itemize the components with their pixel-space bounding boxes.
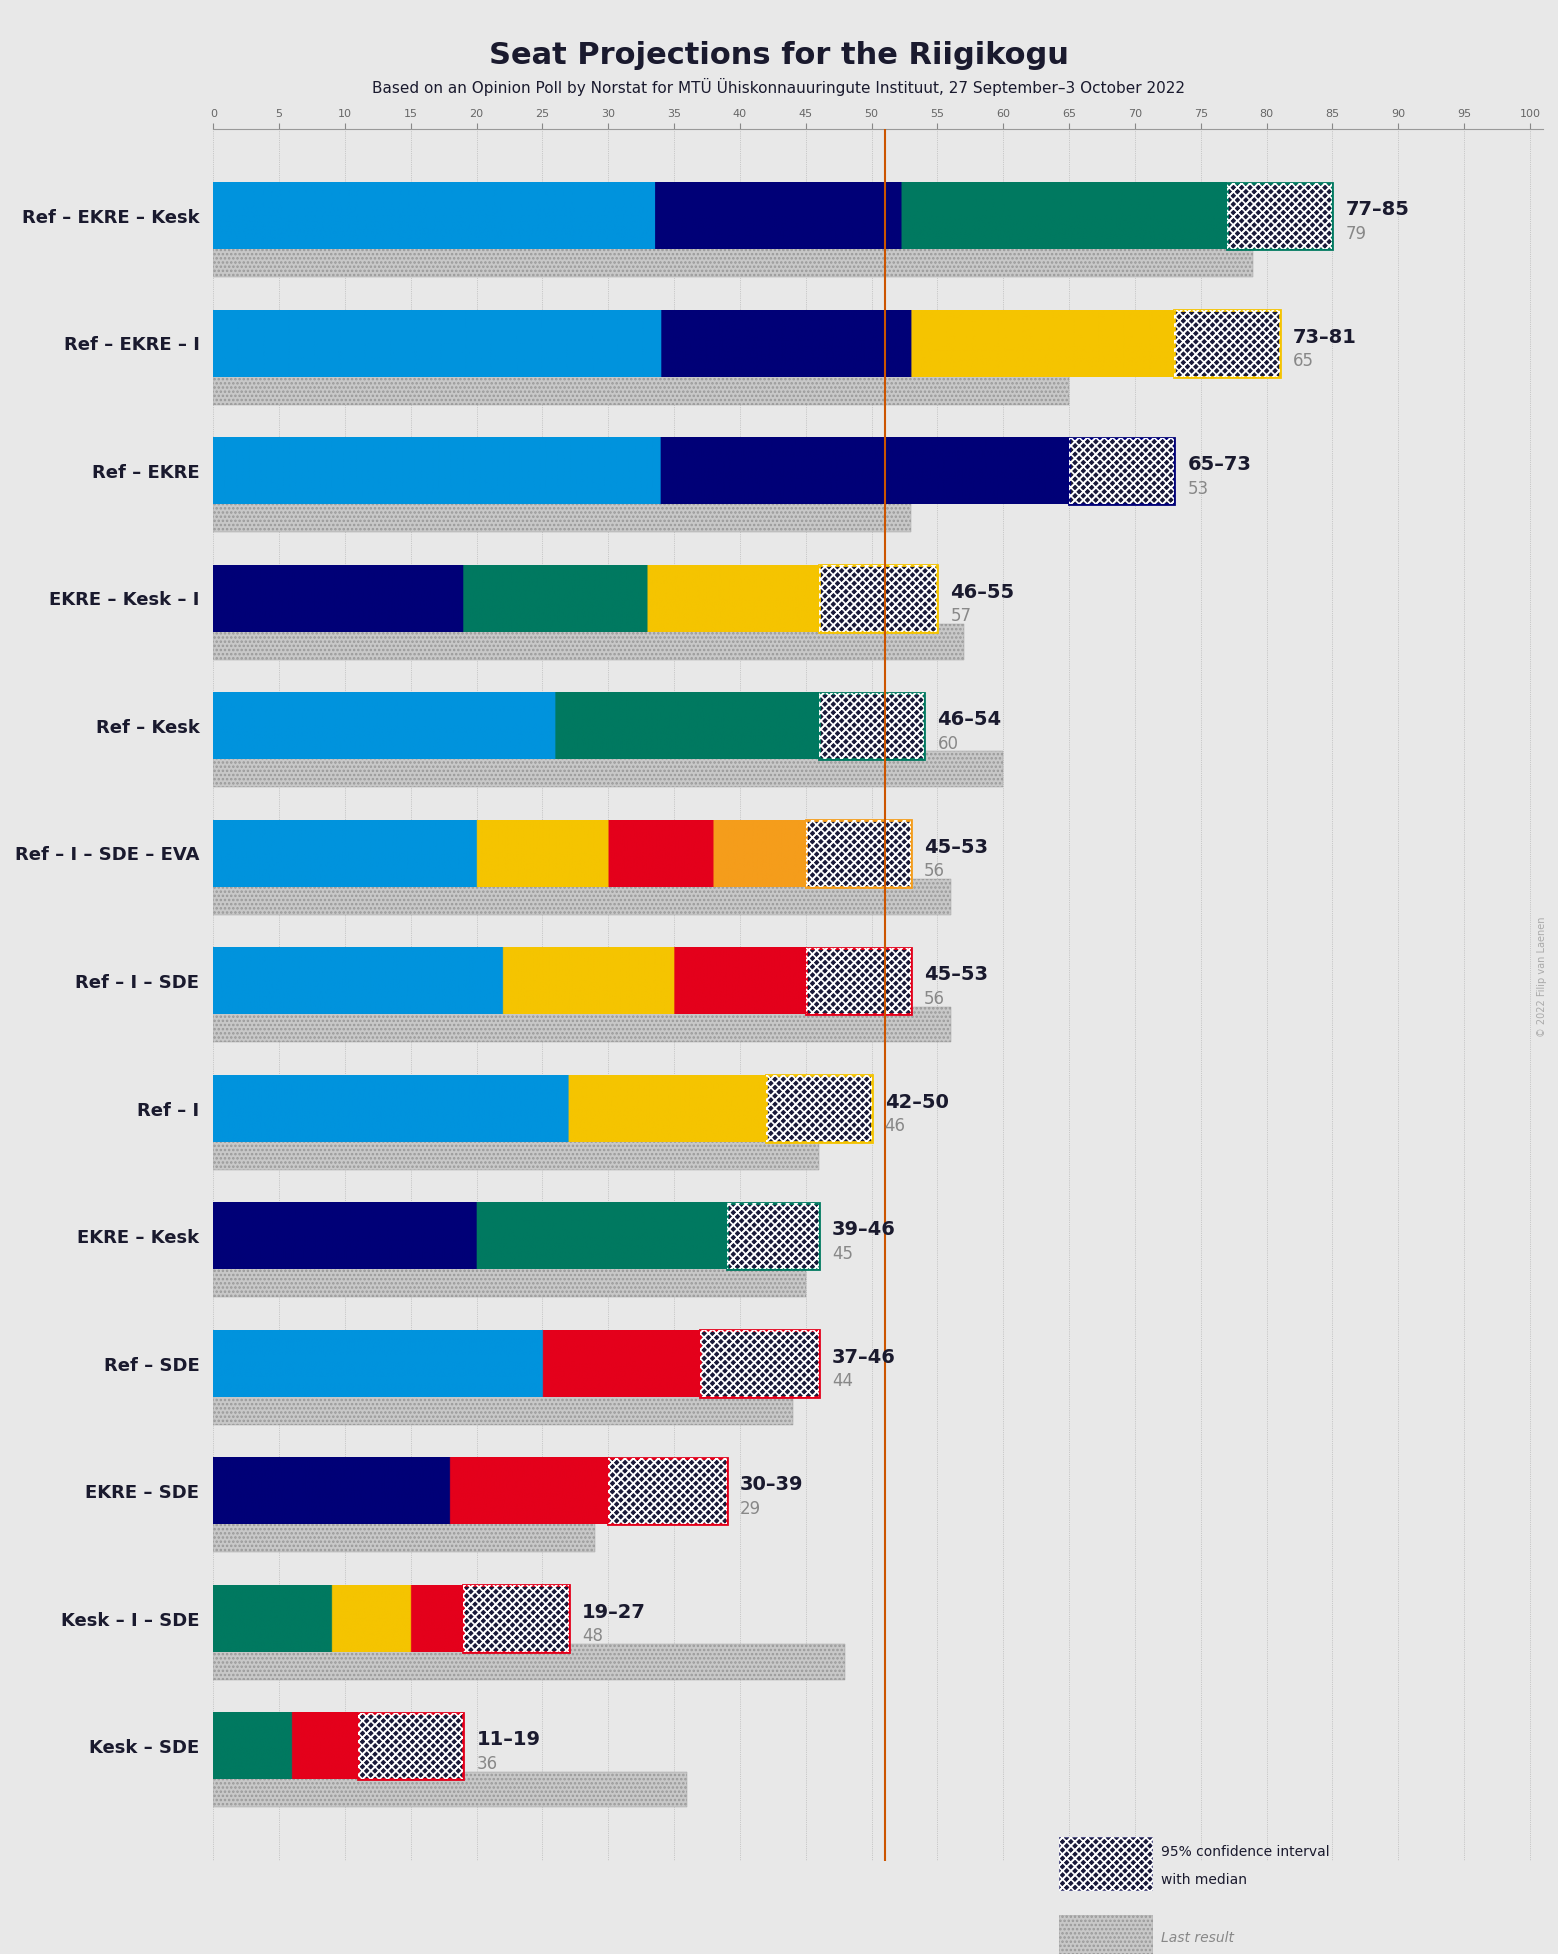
Bar	[1228, 184, 1332, 248]
Bar	[805, 821, 911, 887]
Bar	[213, 1262, 805, 1297]
Bar	[213, 496, 911, 531]
Text: 45–53: 45–53	[924, 838, 988, 856]
Bar	[608, 1458, 726, 1524]
Text: 44: 44	[832, 1372, 854, 1391]
Text: Based on an Opinion Poll by Norstat for MTÜ Ühiskonnauuringute Instituut, 27 Sep: Based on an Opinion Poll by Norstat for …	[372, 78, 1186, 96]
Text: 65–73: 65–73	[1187, 455, 1251, 475]
Bar	[701, 1331, 820, 1397]
Text: with median: with median	[1161, 1872, 1246, 1888]
Bar	[820, 694, 924, 758]
Bar	[1175, 311, 1279, 377]
Bar	[767, 1075, 871, 1141]
Text: Seat Projections for the Riigikogu: Seat Projections for the Riigikogu	[489, 41, 1069, 70]
Text: 46: 46	[885, 1118, 905, 1135]
Bar	[213, 1389, 793, 1424]
Bar	[213, 1133, 820, 1170]
Text: 29: 29	[740, 1501, 760, 1518]
Bar	[701, 1331, 820, 1397]
Bar	[1175, 311, 1279, 377]
Bar	[358, 1714, 463, 1780]
Bar	[213, 1516, 595, 1551]
Text: 60: 60	[938, 735, 958, 752]
Bar	[213, 1643, 846, 1680]
Bar	[213, 752, 1003, 787]
Text: 77–85: 77–85	[1346, 199, 1410, 219]
Bar	[726, 1204, 820, 1270]
Bar	[805, 821, 911, 887]
Bar	[213, 369, 1069, 404]
Text: 30–39: 30–39	[740, 1475, 804, 1495]
Text: 56: 56	[924, 862, 946, 881]
Bar	[213, 1006, 950, 1041]
Bar	[820, 565, 938, 631]
Text: 79: 79	[1346, 225, 1366, 242]
Text: 73–81: 73–81	[1293, 328, 1357, 346]
Text: 53: 53	[1187, 481, 1209, 498]
Text: 39–46: 39–46	[832, 1219, 896, 1239]
Bar	[805, 821, 911, 887]
Text: 45–53: 45–53	[924, 965, 988, 985]
Bar	[213, 879, 950, 914]
Text: 11–19: 11–19	[477, 1729, 541, 1749]
Text: 42–50: 42–50	[885, 1092, 949, 1112]
Bar	[1069, 438, 1175, 504]
Bar	[358, 1714, 463, 1780]
Bar	[805, 948, 911, 1014]
Text: 56: 56	[924, 991, 946, 1008]
Bar	[820, 565, 938, 631]
Bar	[463, 1585, 569, 1651]
Bar	[1228, 184, 1332, 248]
Bar	[358, 1714, 463, 1780]
Bar	[1175, 311, 1279, 377]
Text: 57: 57	[950, 608, 972, 625]
Text: 37–46: 37–46	[832, 1348, 896, 1366]
Text: 46–55: 46–55	[950, 582, 1014, 602]
Bar	[820, 565, 938, 631]
Bar	[726, 1204, 820, 1270]
Bar	[767, 1075, 871, 1141]
Bar	[805, 948, 911, 1014]
Bar	[213, 623, 964, 660]
Bar	[767, 1075, 871, 1141]
Text: 36: 36	[477, 1755, 497, 1772]
Bar	[805, 948, 911, 1014]
Text: 65: 65	[1293, 352, 1313, 369]
Bar	[1069, 438, 1175, 504]
Bar	[213, 242, 1253, 277]
Bar	[463, 1585, 569, 1651]
Text: Last result: Last result	[1161, 1931, 1234, 1946]
Bar	[820, 694, 924, 758]
Text: © 2022 Filip van Laenen: © 2022 Filip van Laenen	[1538, 916, 1547, 1038]
Text: 45: 45	[832, 1245, 854, 1262]
Text: 46–54: 46–54	[938, 709, 1002, 729]
Bar	[213, 1772, 687, 1807]
Text: 48: 48	[581, 1628, 603, 1645]
Bar	[1228, 184, 1332, 248]
Bar	[726, 1204, 820, 1270]
Bar	[608, 1458, 726, 1524]
Text: 19–27: 19–27	[581, 1602, 645, 1622]
Bar	[1069, 438, 1175, 504]
Bar	[608, 1458, 726, 1524]
Text: 95% confidence interval: 95% confidence interval	[1161, 1845, 1329, 1860]
Bar	[820, 694, 924, 758]
Bar	[463, 1585, 569, 1651]
Bar	[701, 1331, 820, 1397]
